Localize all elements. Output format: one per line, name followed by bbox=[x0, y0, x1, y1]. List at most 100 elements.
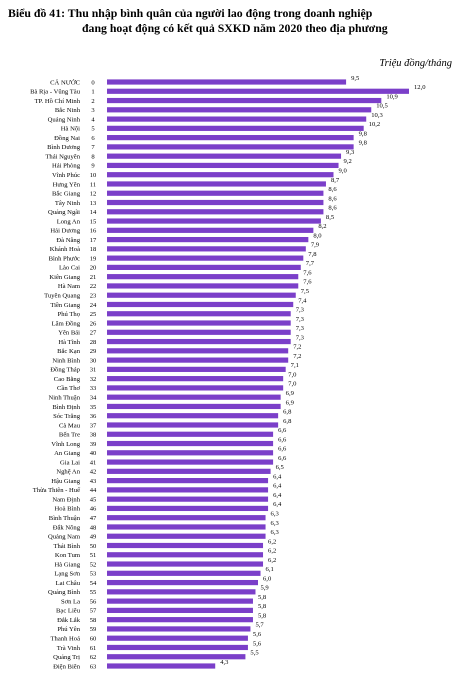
value-label: 10,5 bbox=[376, 103, 388, 110]
bar bbox=[107, 107, 372, 113]
value-label: 7,6 bbox=[303, 269, 312, 276]
value-label: 8,2 bbox=[318, 223, 326, 230]
category-label: Ninh Thuận bbox=[48, 394, 80, 401]
rank-label: 23 bbox=[90, 293, 97, 300]
bar bbox=[107, 135, 354, 141]
bar bbox=[107, 264, 301, 270]
category-label: Đắk Nông bbox=[53, 524, 81, 531]
category-label: Bà Rịa - Vũng Tàu bbox=[30, 89, 81, 96]
rank-label: 30 bbox=[90, 357, 97, 364]
category-label: Quảng Ngãi bbox=[48, 209, 80, 216]
category-label: Quảng Ninh bbox=[48, 116, 81, 123]
bar bbox=[107, 644, 248, 651]
rank-label: 0 bbox=[91, 79, 95, 86]
category-label: Thừa Thiên - Huế bbox=[33, 487, 81, 494]
category-label: Điện Biên bbox=[53, 663, 81, 670]
bar bbox=[107, 88, 409, 94]
bar bbox=[107, 190, 324, 196]
value-label: 8,6 bbox=[328, 205, 337, 212]
rank-label: 13 bbox=[90, 200, 97, 207]
rank-label: 2 bbox=[91, 98, 94, 105]
category-label: Lai Châu bbox=[56, 580, 81, 587]
category-label: Hà Nam bbox=[58, 283, 81, 290]
category-label: Đồng Nai bbox=[54, 135, 80, 142]
bar bbox=[107, 236, 309, 243]
value-label: 6,3 bbox=[271, 510, 280, 517]
rank-label: 12 bbox=[90, 191, 97, 198]
value-label: 7,3 bbox=[296, 316, 305, 323]
rank-label: 31 bbox=[90, 367, 97, 374]
rank-label: 34 bbox=[90, 394, 97, 401]
category-label: Đắk Lắk bbox=[57, 617, 81, 624]
value-label: 7,5 bbox=[301, 288, 310, 295]
rank-label: 44 bbox=[90, 487, 97, 494]
rank-label: 19 bbox=[90, 255, 97, 262]
rank-label: 14 bbox=[90, 209, 97, 216]
rank-label: 61 bbox=[90, 645, 97, 652]
category-label: Đà Nẵng bbox=[56, 237, 80, 244]
value-label: 6,8 bbox=[283, 418, 292, 425]
rank-label: 1 bbox=[91, 89, 94, 96]
rank-label: 3 bbox=[91, 107, 95, 114]
bar bbox=[107, 570, 261, 576]
category-label: Bình Phước bbox=[49, 255, 80, 262]
bar bbox=[107, 366, 286, 372]
value-label: 5,6 bbox=[253, 631, 262, 638]
category-label: Hoà Bình bbox=[55, 506, 81, 513]
value-label: 12,0 bbox=[414, 84, 426, 91]
rank-label: 28 bbox=[90, 339, 97, 346]
rank-label: 10 bbox=[90, 172, 97, 179]
bar bbox=[107, 403, 281, 410]
bar bbox=[107, 505, 269, 512]
category-label: Bắc Kạn bbox=[57, 348, 81, 355]
rank-label: 55 bbox=[90, 589, 97, 596]
rank-label: 8 bbox=[91, 153, 95, 160]
value-label: 5,7 bbox=[255, 622, 264, 629]
value-label: 6,6 bbox=[278, 436, 287, 443]
category-label: TP. Hồ Chí Minh bbox=[35, 98, 81, 105]
value-label: 6,6 bbox=[278, 446, 287, 453]
category-label: Quảng Bình bbox=[48, 589, 81, 596]
category-label: Hải Dương bbox=[50, 228, 80, 235]
bar bbox=[107, 301, 294, 308]
rank-label: 54 bbox=[90, 580, 97, 587]
category-label: Cà Mau bbox=[59, 422, 81, 429]
value-label: 6,4 bbox=[273, 501, 282, 508]
bar bbox=[107, 533, 266, 539]
category-label: Phú Thọ bbox=[58, 311, 81, 318]
category-label: Lâm Đồng bbox=[52, 320, 81, 327]
bar bbox=[107, 116, 367, 122]
value-label: 7,2 bbox=[293, 344, 301, 351]
category-label: Kon Tum bbox=[55, 552, 81, 559]
rank-label: 39 bbox=[90, 441, 97, 448]
rank-label: 41 bbox=[90, 459, 97, 466]
value-label: 6,2 bbox=[268, 538, 276, 545]
category-label: Tây Ninh bbox=[55, 200, 81, 207]
category-label: Bình Thuận bbox=[49, 515, 81, 522]
bar bbox=[107, 311, 291, 317]
bar bbox=[107, 478, 269, 484]
bar bbox=[107, 487, 269, 493]
rank-label: 36 bbox=[90, 413, 97, 420]
bar bbox=[107, 348, 289, 354]
bar bbox=[107, 579, 258, 586]
bar bbox=[107, 561, 264, 567]
value-label: 7,0 bbox=[288, 371, 297, 378]
rank-label: 20 bbox=[90, 265, 97, 272]
unit-label: Triệu đồng/tháng bbox=[379, 58, 452, 69]
value-label: 6,0 bbox=[263, 575, 272, 582]
rank-label: 4 bbox=[91, 116, 95, 123]
rank-label: 33 bbox=[90, 385, 97, 392]
bar bbox=[107, 617, 253, 623]
value-label: 6,1 bbox=[266, 566, 274, 573]
value-label: 8,6 bbox=[328, 186, 337, 193]
bar bbox=[107, 162, 339, 169]
value-label: 9,5 bbox=[351, 75, 360, 82]
category-label: Vĩnh Long bbox=[51, 441, 80, 448]
category-label: Vĩnh Phúc bbox=[52, 172, 80, 179]
category-label: Bình Định bbox=[52, 404, 80, 411]
value-label: 5,8 bbox=[258, 594, 267, 601]
rank-label: 62 bbox=[90, 654, 97, 661]
rank-label: 57 bbox=[90, 608, 97, 615]
bar bbox=[107, 329, 291, 335]
